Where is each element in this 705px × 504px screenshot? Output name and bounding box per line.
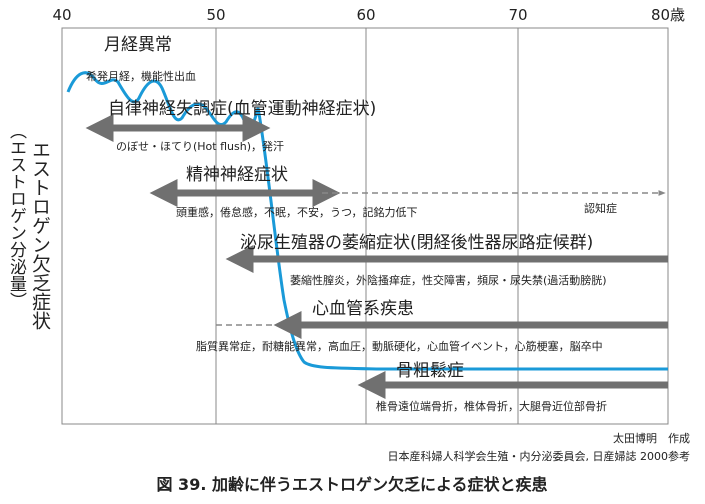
y-axis-label: エストロゲン欠乏症状	[29, 140, 51, 330]
symptom-detail-urogenital: 萎縮性膣炎，外陰搔痒症，性交障害，頻尿・尿失禁(過活動膀胱)	[290, 273, 607, 287]
tick-label-80: 80歳	[651, 6, 685, 24]
symptom-detail-cardio: 脂質異常症，耐糖能異常，高血圧，動脈硬化，心血管イベント，心筋梗塞，脳卒中	[196, 339, 603, 353]
symptom-title-autonomic: 自律神経失調症(血管運動神経症状)	[108, 99, 376, 119]
tick-label-40: 40	[52, 6, 71, 24]
symptom-detail-autonomic: のぼせ・ほてり(Hot flush)，発汗	[116, 139, 284, 153]
symptom-title-osteo: 骨粗鬆症	[396, 360, 464, 381]
symptom-detail-psycho: 頭重感，倦怠感，不眠，不安，うつ，記銘力低下	[176, 205, 417, 219]
y-axis-sublabel: （エストロゲン分泌量）	[6, 122, 27, 309]
dementia-label: 認知症	[584, 201, 617, 215]
plot-frame	[61, 27, 669, 425]
symptom-title-cardio: 心血管系疾患	[312, 299, 414, 319]
credit-source: 日本産科婦人科学会生殖・内分泌委員会, 日産婦誌 2000参考	[388, 449, 690, 463]
symptom-title-urogenital: 泌尿生殖器の萎縮症状(閉経後性器尿路症候群)	[240, 233, 593, 253]
symptom-detail-menstrual: 希発月経，機能性出血	[86, 69, 196, 83]
figure-caption: 図 39. 加齢に伴うエストロゲン欠乏による症状と疾患	[156, 475, 547, 494]
tick-label-70: 70	[508, 6, 527, 24]
tick-label-50: 50	[206, 6, 225, 24]
symptom-title-psycho: 精神神経症状	[186, 165, 288, 185]
symptom-title-menstrual: 月経異常	[104, 35, 172, 55]
tick-label-60: 60	[356, 6, 375, 24]
symptom-detail-osteo: 椎骨遠位端骨折，椎体骨折，大腿骨近位部骨折	[376, 399, 607, 413]
credit-author: 太田博明 作成	[613, 432, 690, 445]
